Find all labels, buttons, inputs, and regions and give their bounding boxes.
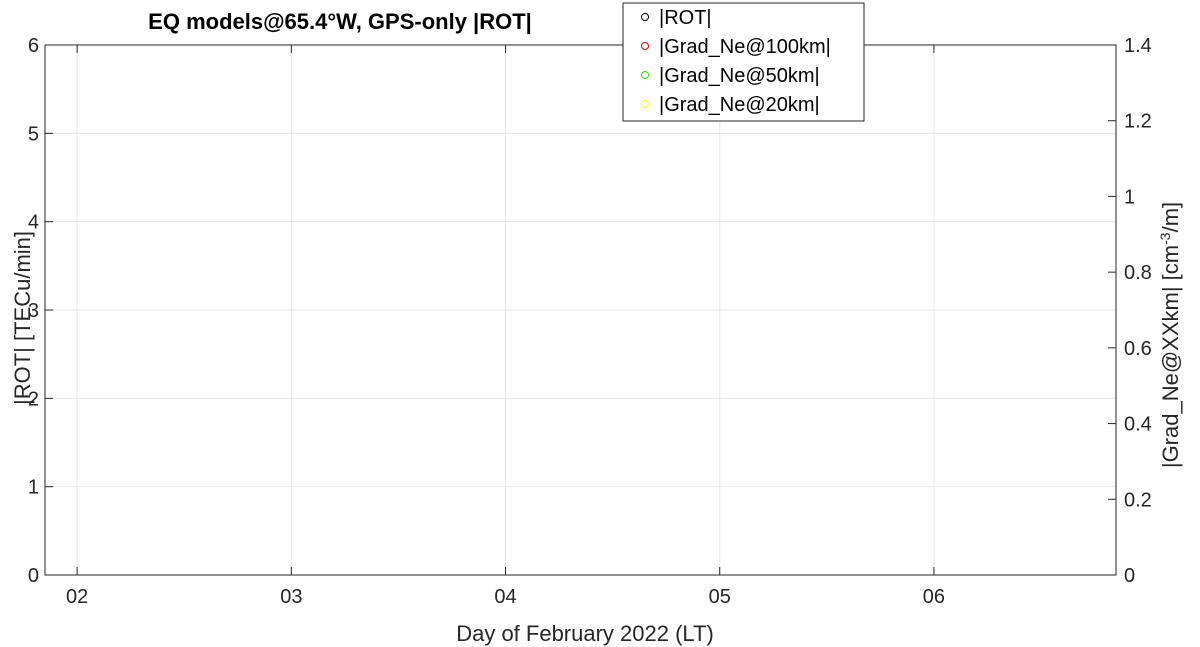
y-right-tick-label: 1 — [1124, 186, 1135, 208]
y-left-tick-label: 5 — [28, 123, 39, 145]
legend-entry-grad100: |Grad_Ne@100km| — [641, 36, 831, 58]
x-tick-label: 02 — [66, 586, 88, 608]
legend-entry-grad50: |Grad_Ne@50km| — [641, 65, 820, 87]
x-tick-label: 06 — [923, 586, 945, 608]
y-left-tick-label: 2 — [28, 388, 39, 410]
x-axis-title: Day of February 2022 (LT) — [456, 621, 714, 646]
x-tick-label: 05 — [709, 586, 731, 608]
y-right-tick-label: 0.4 — [1124, 414, 1152, 436]
legend-label-grad100: |Grad_Ne@100km| — [659, 36, 831, 58]
y-axis-right-title-sup: -3 — [1157, 232, 1173, 245]
y-left-tick-label: 1 — [28, 477, 39, 499]
y-axis-left-title: |ROT| [TECu/min] — [10, 231, 35, 405]
chart-title: EQ models@65.4°W, GPS-only |ROT| — [148, 9, 532, 34]
legend-label-rot: |ROT| — [659, 7, 712, 29]
y-left-tick-label: 0 — [28, 565, 39, 587]
legend-marker-grad50 — [641, 71, 649, 79]
y-right-tick-label: 0.8 — [1124, 262, 1152, 284]
y-right-tick-label: 1.4 — [1124, 35, 1152, 57]
x-tick-label: 04 — [494, 586, 516, 608]
legend: |ROT| |Grad_Ne@100km| |Grad_Ne@50km| |Gr… — [622, 2, 865, 122]
legend-marker-grad100 — [641, 42, 649, 50]
y-axis-right-title: |Grad_Ne@XXkm| [cm-3/m] — [1157, 202, 1183, 468]
legend-box — [622, 2, 865, 122]
legend-entry-rot: |ROT| — [641, 7, 712, 29]
legend-label-grad50: |Grad_Ne@50km| — [659, 65, 820, 87]
y-right-tick-label: 0.2 — [1124, 489, 1152, 511]
x-tick-label: 03 — [280, 586, 302, 608]
y-left-tick-label: 3 — [28, 300, 39, 322]
legend-label-grad20: |Grad_Ne@20km| — [659, 94, 820, 116]
legend-marker-rot — [641, 13, 649, 21]
legend-marker-grad20 — [641, 100, 649, 108]
y-right-tick-label: 0 — [1124, 565, 1135, 587]
y-left-tick-label: 6 — [28, 35, 39, 57]
legend-entry-grad20: |Grad_Ne@20km| — [641, 94, 820, 116]
y-axis-right-title-end: /m] — [1158, 202, 1183, 233]
y-left-tick-label: 4 — [28, 212, 39, 234]
y-axis-right-title-main: |Grad_Ne@XXkm| [cm — [1158, 245, 1183, 468]
y-right-tick-label: 1.2 — [1124, 111, 1152, 133]
y-right-tick-label: 0.6 — [1124, 338, 1152, 360]
grid — [45, 44, 1116, 576]
axis-ticks: 02 03 04 05 06 0 1 2 3 4 5 6 0 0.2 0.4 0.6 0.8 1 1.2 1.4 — [28, 35, 1152, 608]
